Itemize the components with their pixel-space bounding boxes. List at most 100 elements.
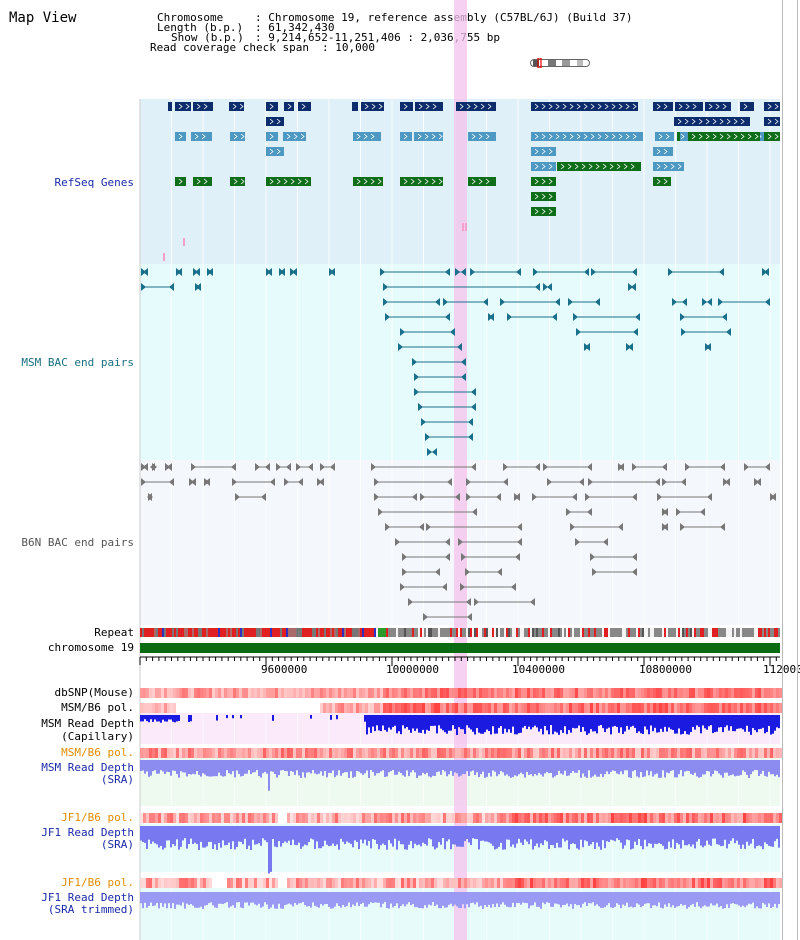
depth-bar: [458, 826, 460, 847]
depth-bar: [266, 760, 268, 774]
depth-bar: [330, 715, 332, 720]
depth-bar: [766, 715, 768, 732]
heat-cell: [143, 748, 146, 758]
heat-cell: [152, 688, 155, 698]
repeat-block: [540, 628, 542, 637]
depth-bar: [340, 826, 342, 839]
gene-strand-arrow: [425, 103, 430, 110]
depth-bar: [420, 760, 422, 776]
repeat-block: [318, 628, 320, 637]
heat-cell: [698, 878, 701, 888]
gene-strand-arrow: [403, 103, 408, 110]
gene-strand-arrow: [595, 163, 600, 170]
depth-bar: [442, 892, 444, 906]
heat-cell: [767, 878, 770, 888]
depth-bar: [184, 760, 186, 773]
heat-cell: [536, 813, 539, 823]
heat-cell: [551, 748, 554, 758]
jf1-pol-track-label[interactable]: JF1/B6 pol.: [61, 811, 134, 824]
depth-bar: [358, 760, 360, 772]
depth-bar: [602, 715, 604, 729]
depth-bar: [622, 715, 624, 734]
heat-cell: [260, 703, 263, 713]
msm-pol-track-label-2[interactable]: MSM/B6 pol.: [61, 746, 134, 759]
heat-cell: [743, 703, 746, 713]
repeat-block: [764, 628, 766, 637]
bac-end-marker: [497, 568, 502, 576]
msm-sra-depth-label[interactable]: MSM Read Depth: [41, 761, 134, 774]
heat-cell: [728, 703, 731, 713]
depth-bar: [290, 892, 292, 905]
dbsnp-track-label[interactable]: dbSNP(Mouse): [54, 686, 134, 699]
msm-bac-track-label[interactable]: MSM BAC end pairs: [21, 356, 134, 369]
depth-bar: [300, 760, 302, 778]
depth-bar: [524, 760, 526, 778]
jf1-sra-depth-label[interactable]: JF1 Read Depth: [41, 826, 134, 839]
gene-strand-arrow: [269, 103, 274, 110]
heat-cell: [641, 878, 644, 888]
bac-end-marker: [628, 283, 633, 291]
depth-bar: [366, 826, 368, 846]
depth-bar: [210, 892, 212, 903]
depth-bar: [516, 892, 518, 904]
msm-cap-depth-label[interactable]: MSM Read Depth: [41, 717, 134, 730]
depth-bar: [702, 826, 704, 848]
refseq-track-label[interactable]: RefSeq Genes: [54, 176, 134, 189]
depth-bar: [164, 715, 166, 722]
heat-cell: [482, 688, 485, 698]
depth-bar: [512, 760, 514, 778]
depth-bar: [558, 715, 560, 735]
heat-cell: [251, 748, 254, 758]
heat-cell: [515, 688, 518, 698]
heat-cell: [257, 748, 260, 758]
gene-strand-arrow: [363, 133, 368, 140]
repeat-block: [426, 628, 428, 637]
depth-bar: [752, 760, 754, 772]
heat-cell: [398, 748, 401, 758]
heat-cell: [746, 703, 749, 713]
bac-end-marker: [585, 493, 590, 501]
depth-bar: [250, 760, 252, 775]
heat-cell: [695, 878, 698, 888]
depth-bar: [444, 715, 446, 733]
depth-bar: [614, 760, 616, 772]
jf1-pol-track-label-2[interactable]: JF1/B6 pol.: [61, 876, 134, 889]
repeat-block: [302, 628, 304, 637]
msm-pol-track-label[interactable]: MSM/B6 pol.: [61, 701, 134, 714]
repeat-block: [758, 628, 760, 637]
depth-bar: [324, 826, 326, 841]
depth-bar: [140, 715, 142, 722]
b6n-bac-track-label[interactable]: B6N BAC end pairs: [21, 536, 134, 549]
repeat-block: [706, 628, 708, 637]
depth-bar: [728, 892, 730, 908]
heat-cell: [593, 748, 596, 758]
depth-bar: [570, 826, 572, 845]
depth-bar: [382, 715, 384, 726]
bac-end-marker: [632, 553, 637, 561]
repeat-block: [150, 628, 152, 637]
heat-cell: [242, 748, 245, 758]
bac-end-marker: [457, 343, 462, 351]
heat-cell: [695, 748, 698, 758]
gene-feature: [531, 192, 556, 201]
heat-cell: [293, 878, 296, 888]
repeat-block: [622, 628, 624, 637]
heat-cell: [578, 688, 581, 698]
chromosome-ideogram[interactable]: [530, 53, 590, 69]
heat-cell: [242, 878, 245, 888]
heat-cell: [200, 813, 203, 823]
heat-cell: [296, 878, 299, 888]
depth-bar: [560, 760, 562, 774]
depth-bar: [410, 715, 412, 733]
depth-bar: [634, 760, 636, 771]
bac-end-marker: [286, 463, 291, 471]
heat-cell: [641, 688, 644, 698]
bac-end-marker: [412, 358, 417, 366]
heat-cell: [749, 688, 752, 698]
depth-bar: [476, 892, 478, 903]
heat-cell: [152, 703, 155, 713]
depth-bar: [366, 760, 368, 771]
bac-end-marker: [447, 478, 452, 486]
jf1-trim-depth-label[interactable]: JF1 Read Depth: [41, 891, 134, 904]
